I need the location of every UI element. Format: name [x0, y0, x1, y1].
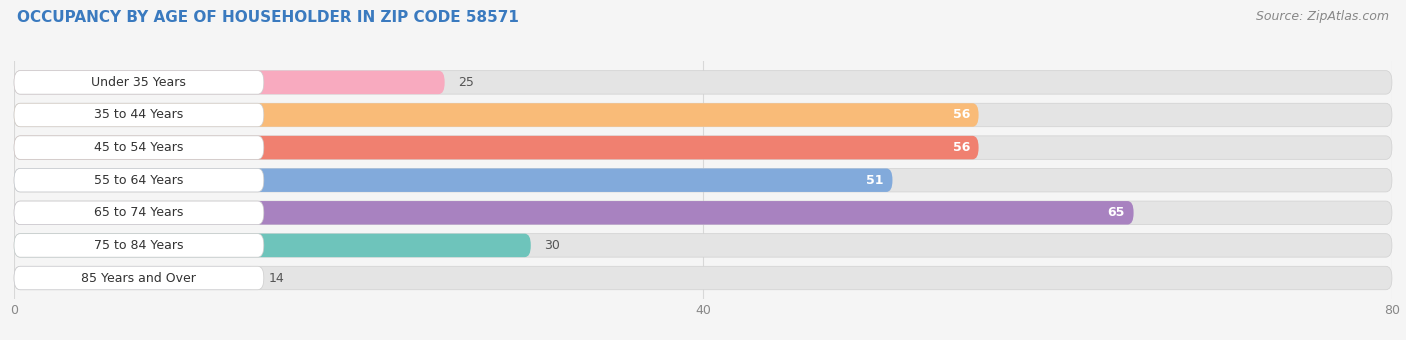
FancyBboxPatch shape [14, 71, 1392, 94]
Text: 45 to 54 Years: 45 to 54 Years [94, 141, 184, 154]
Text: 75 to 84 Years: 75 to 84 Years [94, 239, 184, 252]
Text: 35 to 44 Years: 35 to 44 Years [94, 108, 184, 121]
FancyBboxPatch shape [14, 266, 264, 290]
FancyBboxPatch shape [14, 201, 264, 224]
FancyBboxPatch shape [14, 71, 444, 94]
FancyBboxPatch shape [14, 266, 1392, 290]
FancyBboxPatch shape [14, 201, 1133, 224]
FancyBboxPatch shape [14, 168, 893, 192]
Text: 85 Years and Over: 85 Years and Over [82, 272, 197, 285]
Text: 65: 65 [1108, 206, 1125, 219]
FancyBboxPatch shape [14, 136, 979, 159]
FancyBboxPatch shape [14, 136, 1392, 159]
FancyBboxPatch shape [14, 234, 1392, 257]
FancyBboxPatch shape [14, 168, 264, 192]
Text: OCCUPANCY BY AGE OF HOUSEHOLDER IN ZIP CODE 58571: OCCUPANCY BY AGE OF HOUSEHOLDER IN ZIP C… [17, 10, 519, 25]
Text: 56: 56 [953, 141, 970, 154]
FancyBboxPatch shape [14, 234, 531, 257]
FancyBboxPatch shape [14, 201, 1392, 224]
Text: 30: 30 [544, 239, 561, 252]
FancyBboxPatch shape [14, 103, 1392, 127]
Text: Under 35 Years: Under 35 Years [91, 76, 187, 89]
Text: 55 to 64 Years: 55 to 64 Years [94, 174, 184, 187]
Text: 25: 25 [458, 76, 474, 89]
FancyBboxPatch shape [14, 103, 264, 127]
Text: 56: 56 [953, 108, 970, 121]
FancyBboxPatch shape [14, 266, 256, 290]
Text: 51: 51 [866, 174, 884, 187]
FancyBboxPatch shape [14, 234, 264, 257]
Text: 14: 14 [269, 272, 285, 285]
FancyBboxPatch shape [14, 136, 264, 159]
FancyBboxPatch shape [14, 71, 264, 94]
FancyBboxPatch shape [14, 103, 979, 127]
Text: Source: ZipAtlas.com: Source: ZipAtlas.com [1256, 10, 1389, 23]
FancyBboxPatch shape [14, 168, 1392, 192]
Text: 65 to 74 Years: 65 to 74 Years [94, 206, 184, 219]
